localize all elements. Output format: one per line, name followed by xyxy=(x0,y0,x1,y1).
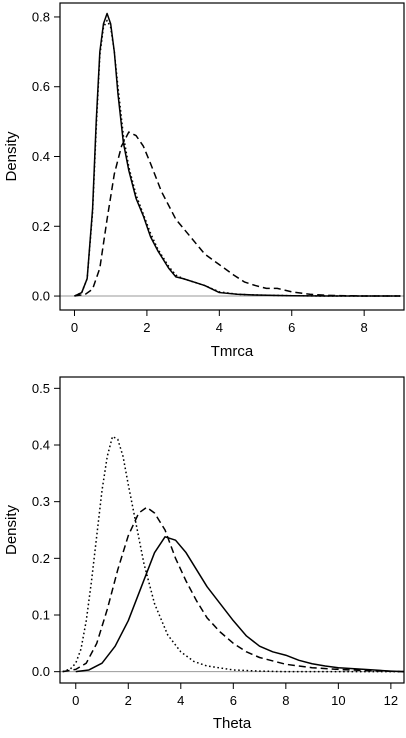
x-tick-label: 0 xyxy=(72,693,79,708)
y-tick-label: 0.2 xyxy=(32,219,50,234)
y-tick-label: 0.0 xyxy=(32,664,50,679)
y-tick-label: 0.4 xyxy=(32,438,50,453)
x-tick-label: 6 xyxy=(288,320,295,335)
y-tick-label: 0.2 xyxy=(32,551,50,566)
x-tick-label: 0 xyxy=(71,320,78,335)
x-tick-label: 10 xyxy=(331,693,345,708)
plot-frame xyxy=(59,2,405,311)
series-line-solid xyxy=(74,12,401,297)
x-tick-label: 8 xyxy=(361,320,368,335)
x-tick-label: 8 xyxy=(282,693,289,708)
x-axis-label: Tmrca xyxy=(211,343,254,360)
x-axis-label: Theta xyxy=(213,715,252,732)
x-tick-label: 6 xyxy=(230,693,237,708)
y-tick-label: 0.0 xyxy=(32,289,50,304)
panel-theta: 0 2 4 6 8 10 12 0.0 0.1 0.2 0.3 0.4 0.5 Theta Density xyxy=(3,376,405,732)
y-axis-label: Density xyxy=(3,131,20,182)
series-line-dashed xyxy=(74,131,401,297)
series-line-dashed xyxy=(62,506,405,673)
plot-frame xyxy=(59,376,405,684)
series-line-solid xyxy=(75,536,405,673)
y-tick-label: 0.5 xyxy=(32,381,50,396)
x-tick-label: 12 xyxy=(384,693,398,708)
y-tick-label: 0.8 xyxy=(32,9,50,24)
x-tick-label: 4 xyxy=(177,693,184,708)
y-tick-label: 0.6 xyxy=(32,79,50,94)
series-line-dotted xyxy=(62,435,404,673)
series-line-dotted xyxy=(74,19,401,297)
y-tick-label: 0.1 xyxy=(32,608,50,623)
y-tick-label: 0.4 xyxy=(32,149,50,164)
x-tick-label: 2 xyxy=(125,693,132,708)
panel-tmrca: 0 2 4 6 8 0.0 0.2 0.4 0.6 0.8 Tmrca Density xyxy=(3,2,405,360)
x-tick-label: 4 xyxy=(216,320,223,335)
x-tick-label: 2 xyxy=(143,320,150,335)
y-tick-label: 0.3 xyxy=(32,494,50,509)
y-axis-label: Density xyxy=(3,504,20,555)
